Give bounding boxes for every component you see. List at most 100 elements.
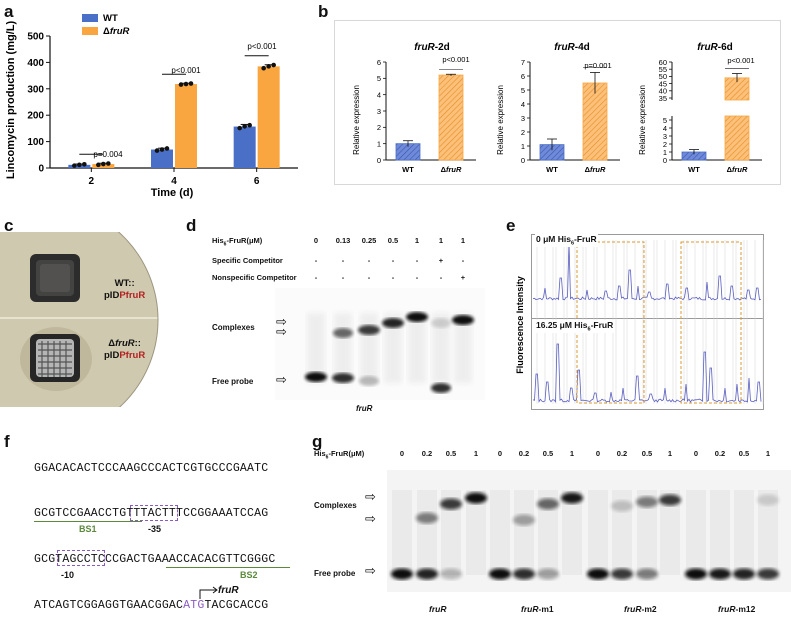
panel-g-col-value: 0 [595, 449, 601, 458]
panel-g-gene-3: fruR-m2 [624, 604, 657, 614]
a-point [159, 147, 165, 152]
seq-line-1: GGACACACTCCCAAGCCCACTCGTGCCCGAATC [34, 462, 269, 475]
b-ytick-label: 3 [663, 132, 667, 141]
panel-a-p1: p=0.004 [93, 150, 123, 159]
panel-d-gene: fruR [356, 404, 373, 413]
panel-e-box-2 [680, 241, 742, 404]
a-xtick-label: 4 [171, 176, 177, 187]
legend-swatch-mut [82, 27, 98, 35]
fruR-start-arrow [199, 586, 218, 599]
b-ytick-label: 5 [663, 116, 667, 125]
seq-line-4: ATCAGTCGGAGGTGAACGGACATGTACGCACCG [34, 599, 269, 612]
panel-g-band [489, 568, 511, 580]
panel-d-col-value: - [461, 256, 465, 265]
b-ytick-label: 40 [659, 87, 667, 96]
panel-g-col-value: 1 [569, 449, 575, 458]
a-ytick-label: 100 [27, 137, 44, 148]
panel-g-band [416, 512, 438, 524]
panel-a-chart: 0 100 200 300 400 500 2 4 6 Lincomycin productio… [5, 13, 298, 199]
a-point [72, 163, 77, 168]
b-bar [582, 82, 608, 161]
b-ytick-label: 2 [521, 128, 525, 137]
panel-g-band [440, 568, 462, 580]
a-point [96, 162, 101, 168]
fruR-start-label: fruR [218, 585, 239, 596]
panel-g-col-value: 0.5 [445, 449, 457, 458]
a-ytick-label: 200 [27, 111, 44, 122]
panel-d-col-value: - [314, 273, 318, 282]
minus35-box [130, 505, 178, 521]
panel-a-p3: p<0.001 [247, 42, 277, 51]
panel-d-col-value: - [391, 256, 395, 265]
legend-label-wt: WT [103, 13, 118, 24]
panel-d-row-specific: Specific Competitor [212, 256, 283, 265]
panel-d-complexes-label: Complexes [212, 323, 255, 332]
panel-d-col-value: 0.25 [361, 236, 377, 245]
a-point [237, 125, 242, 131]
a-ytick-label: 500 [27, 32, 44, 43]
panel-d-row-conc: His6-FruR(μM) [212, 236, 263, 248]
panel-d-col-value: + [460, 273, 466, 282]
a-point [164, 146, 170, 151]
panel-e-frame [531, 234, 764, 410]
panel-b-title-1: fruR-2d [414, 42, 450, 53]
panel-g-smear [417, 490, 437, 575]
panel-letter-c: c [4, 216, 14, 235]
b-ytick-label: 6 [521, 72, 525, 81]
panel-d-smear [360, 313, 378, 383]
panel-c-wt-line1: WT:: [114, 278, 135, 289]
panel-g-col-value: 1 [473, 449, 479, 458]
panel-e-ylabel: Fluorescence Intensity [515, 276, 525, 374]
panel-d-free-arrow: ⇨ [276, 372, 287, 387]
b-ytick-label: 3 [521, 114, 525, 123]
a-point [188, 81, 194, 86]
panel-g-band [537, 568, 559, 580]
panel-g-band [611, 568, 633, 580]
b-xtick-label: WT [546, 165, 558, 174]
b-xtick-label: ΔfruR [727, 165, 748, 174]
panel-b-p3: p<0.001 [727, 56, 754, 65]
b-ytick-label: 7 [521, 58, 525, 67]
minus35-label: -35 [148, 524, 162, 534]
panel-g-smear [660, 490, 680, 575]
panel-g-smear [392, 490, 412, 575]
seq-line-2: GCGTCCGAACCTGTTTACTTTCCGGAAATCCAG [34, 507, 269, 520]
legend-delta: Δ [103, 26, 110, 37]
b-ytick-label: 3 [377, 107, 381, 116]
panel-g-band [636, 496, 658, 508]
panel-g-col-value: 0.2 [518, 449, 530, 458]
panel-c-wt-line2: pIDPfruR [104, 290, 146, 301]
panel-g-free-label: Free probe [314, 569, 356, 578]
panel-d-smear [454, 313, 472, 383]
panel-g-smear [514, 490, 534, 575]
b-ytick-label: 1 [521, 142, 525, 151]
a-ytick-label: 400 [27, 58, 44, 69]
panel-e-separator [531, 318, 764, 319]
panel-g-band [465, 492, 487, 504]
a-point [154, 148, 160, 153]
b-ytick-label: 5 [377, 74, 381, 83]
b-ytick-label: 4 [663, 124, 667, 133]
panel-g-band [391, 568, 413, 580]
panel-g-smear [686, 490, 706, 575]
b-ytick-label: 4 [521, 100, 525, 109]
panel-d-col-value: - [415, 273, 419, 282]
panel-d-smear [384, 313, 402, 383]
b-ytick-label: 0 [377, 156, 381, 165]
panel-b-p1: p<0.001 [442, 55, 469, 64]
minus10-label: -10 [61, 570, 75, 580]
b-xtick-label: WT [688, 165, 700, 174]
minus10-box [57, 550, 105, 566]
panel-g-smear [637, 490, 657, 575]
panel-g-col-value: 0.2 [616, 449, 628, 458]
a-point [77, 162, 82, 168]
panel-d-col-value: - [367, 256, 371, 265]
panel-d-complex-arrows: ⇨ ⇨ [276, 314, 287, 339]
panel-g-gel [387, 470, 791, 592]
legend-fruR: fruR [110, 26, 130, 37]
a-point [183, 81, 189, 87]
a-ytick-label: 300 [27, 84, 44, 95]
a-point [82, 162, 87, 167]
panel-g-row-conc: His6-FruR(μM) [314, 449, 365, 461]
